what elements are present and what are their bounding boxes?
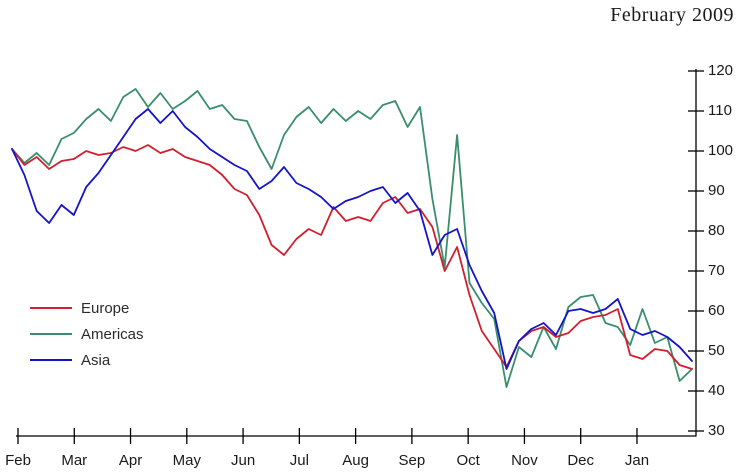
- y-tick-label: 90: [708, 182, 725, 199]
- legend-label: Asia: [81, 351, 111, 369]
- x-tick-label: Feb: [5, 452, 31, 469]
- y-tick-label: 60: [708, 302, 725, 319]
- y-tick-label: 40: [708, 382, 725, 399]
- series-line-asia: [11, 108, 693, 370]
- legend: Europe Americas Asia: [30, 295, 144, 373]
- series-line-europe: [11, 144, 693, 370]
- legend-line-icon: [30, 359, 72, 361]
- legend-line-icon: [30, 333, 72, 335]
- x-tick-label: Apr: [118, 452, 143, 469]
- y-tick-label: 70: [708, 262, 725, 279]
- y-tick-label: 110: [708, 102, 732, 119]
- y-tick-label: 50: [708, 342, 725, 359]
- y-tick-label: 100: [708, 142, 734, 159]
- legend-item-europe: Europe: [30, 295, 144, 321]
- legend-line-icon: [30, 307, 72, 309]
- y-tick-label: 80: [708, 222, 725, 239]
- legend-item-americas: Americas: [30, 321, 144, 347]
- y-tick-label: 120: [708, 62, 734, 79]
- report-date-title: February 2009: [610, 4, 734, 26]
- x-tick-label: Dec: [567, 452, 595, 469]
- legend-item-asia: Asia: [30, 347, 144, 373]
- x-tick-label: Nov: [511, 452, 538, 469]
- series-line-americas: [11, 88, 693, 388]
- y-tick-label: 30: [708, 422, 725, 439]
- x-tick-label: Aug: [342, 452, 369, 469]
- x-tick-label: Jan: [624, 452, 650, 469]
- legend-label: Europe: [81, 299, 130, 317]
- x-tick-label: Sep: [398, 452, 426, 469]
- x-tick-label: Oct: [456, 452, 480, 469]
- x-tick-label: May: [172, 452, 201, 469]
- x-tick-label: Jun: [230, 452, 256, 469]
- x-tick-label: Jul: [289, 452, 309, 469]
- legend-label: Americas: [81, 325, 144, 343]
- x-tick-label: Mar: [61, 452, 88, 469]
